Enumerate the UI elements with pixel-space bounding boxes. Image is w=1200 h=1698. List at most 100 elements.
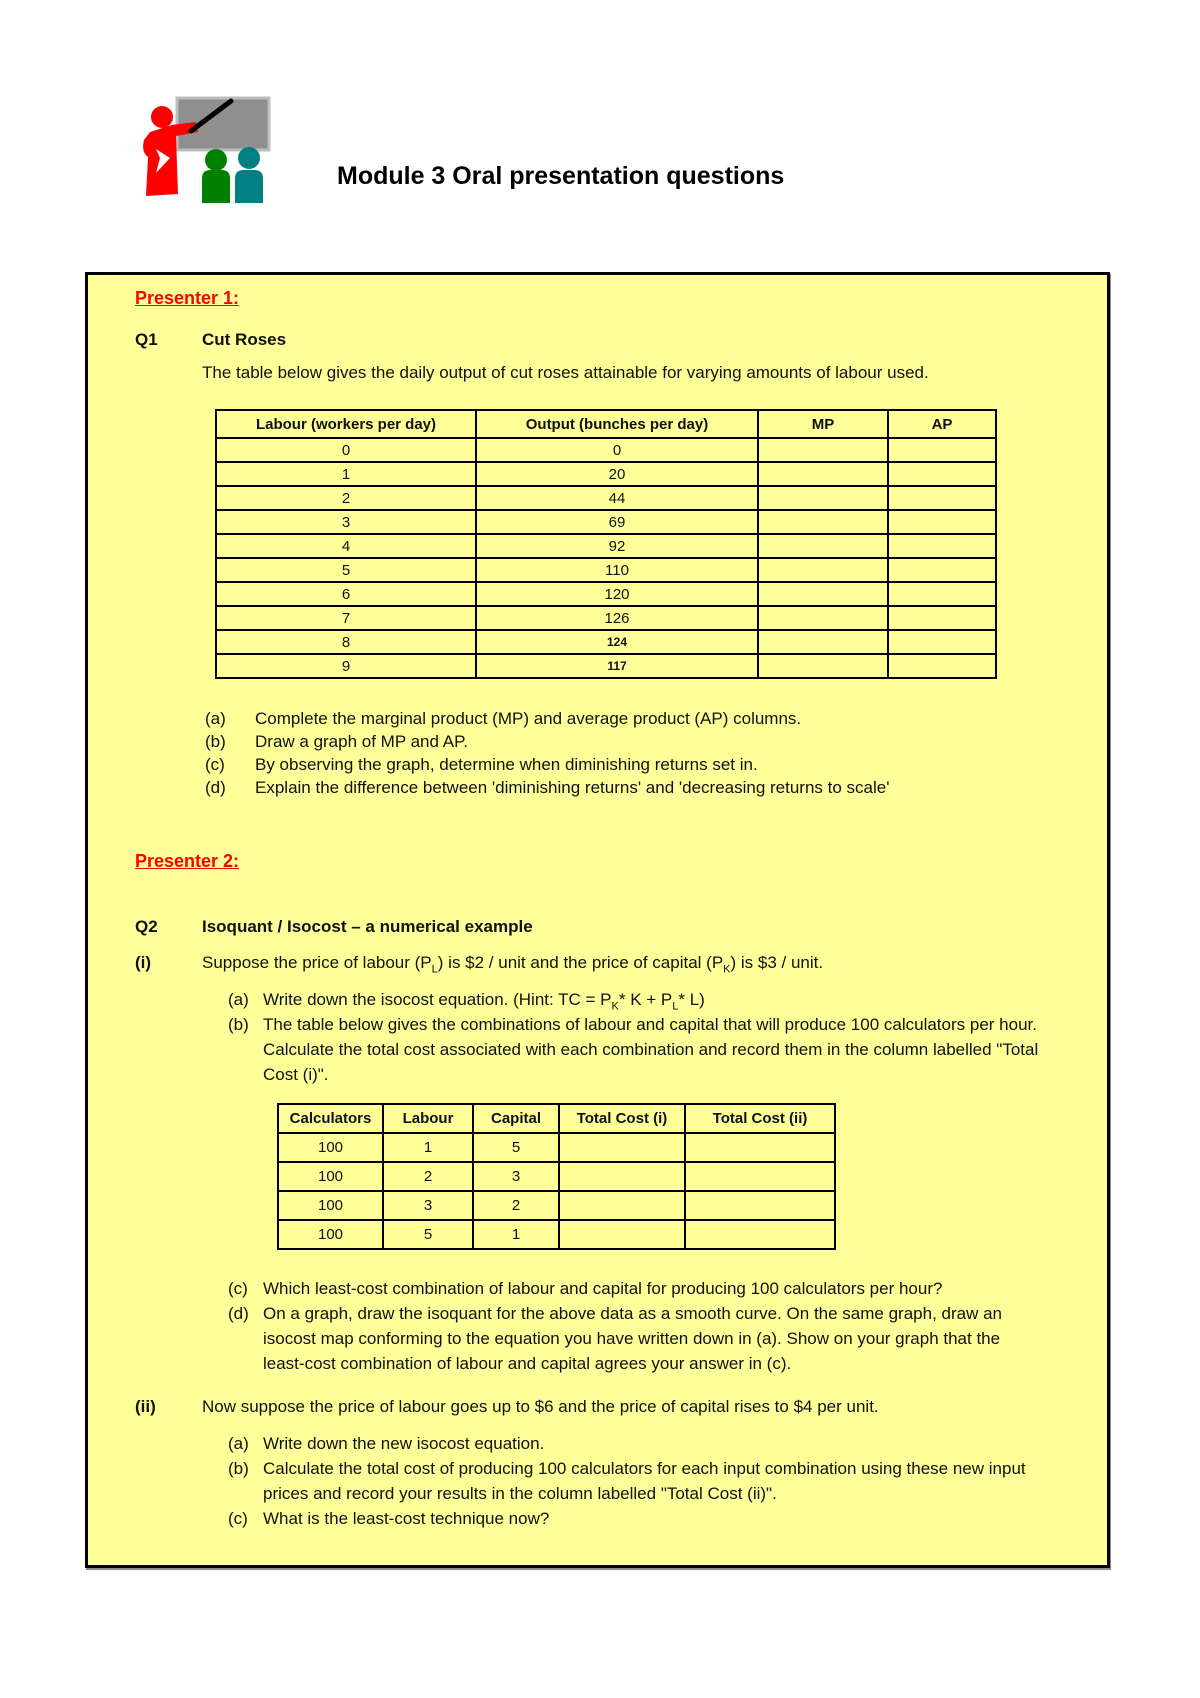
part-i-text: Suppose the price of labour (PL) is $2 /… xyxy=(202,950,823,975)
table-cell xyxy=(757,485,889,511)
table-cell xyxy=(757,557,889,583)
item-text: Write down the isocost equation. (Hint: … xyxy=(263,987,705,1012)
part-i-items: (a) Write down the isocost equation. (Hi… xyxy=(228,987,1077,1087)
table-cell: 0 xyxy=(475,437,759,463)
table-cell: 9 xyxy=(215,653,477,679)
column-header-total-cost-ii: Total Cost (ii) xyxy=(684,1103,836,1134)
subscript-K: K xyxy=(723,963,731,976)
table-row: 7 126 xyxy=(215,605,997,631)
item-text: On a graph, draw the isoquant for the ab… xyxy=(263,1304,1002,1373)
item-label: (a) xyxy=(205,709,226,728)
table-cell: 5 xyxy=(382,1219,474,1250)
table-cell: 2 xyxy=(215,485,477,511)
question2-title: Isoquant / Isocost – a numerical example xyxy=(202,917,533,936)
subscript-K: K xyxy=(611,1000,619,1013)
text-segment: Write down the isocost equation. (Hint: … xyxy=(263,990,612,1009)
part-ii-label: (ii) xyxy=(135,1397,156,1416)
part-i-items-after-table: (c) Which least-cost combination of labou… xyxy=(228,1276,1077,1376)
column-header-mp: MP xyxy=(757,409,889,439)
item-label: (b) xyxy=(228,1459,249,1478)
teacher-body-notch xyxy=(156,149,170,173)
table-cell: 1 xyxy=(215,461,477,487)
table-cell: 6 xyxy=(215,581,477,607)
item-text: Calculate the total cost of producing 10… xyxy=(263,1459,1026,1503)
item-text: Write down the new isocost equation. xyxy=(263,1434,545,1453)
table-row: 100 2 3 xyxy=(277,1161,836,1192)
table-cell: 3 xyxy=(382,1190,474,1221)
item-label: (d) xyxy=(205,778,226,797)
list-item: (b) The table below gives the combinatio… xyxy=(228,1012,1077,1087)
student-teal-body-shape xyxy=(235,170,263,203)
student-teal-head-shape xyxy=(238,147,260,169)
table-cell: 117 xyxy=(475,653,759,679)
teacher-head-shape xyxy=(151,106,173,128)
item-label: (d) xyxy=(228,1304,249,1323)
table-cell: 20 xyxy=(475,461,759,487)
table-cell xyxy=(887,533,997,559)
question1-items: (a) Complete the marginal product (MP) an… xyxy=(205,707,1077,799)
list-item: (a) Write down the isocost equation. (Hi… xyxy=(228,987,1077,1012)
table-cell: 100 xyxy=(277,1190,384,1221)
table-cell xyxy=(887,653,997,679)
table-cell: 8 xyxy=(215,629,477,655)
table-cell: 124 xyxy=(475,629,759,655)
table-row: 1 20 xyxy=(215,461,997,487)
item-text: Explain the difference between 'diminish… xyxy=(255,778,890,797)
table-cell: 5 xyxy=(215,557,477,583)
table-cell xyxy=(887,437,997,463)
table-cell xyxy=(558,1132,686,1163)
cut-roses-table: Labour (workers per day) Output (bunches… xyxy=(215,409,997,679)
table-cell xyxy=(887,485,997,511)
text-segment: ) is $3 / unit. xyxy=(730,953,824,972)
list-item: (b) Draw a graph of MP and AP. xyxy=(205,730,1077,753)
table-cell xyxy=(757,605,889,631)
part-ii-row: (ii) Now suppose the price of labour goe… xyxy=(135,1394,1077,1419)
table-cell: 69 xyxy=(475,509,759,535)
table-cell xyxy=(757,509,889,535)
table-header-row: Calculators Labour Capital Total Cost (i… xyxy=(277,1103,836,1134)
table-row: 9 117 xyxy=(215,653,997,679)
table-cell: 0 xyxy=(215,437,477,463)
table-cell xyxy=(558,1219,686,1250)
questions-panel: Presenter 1: Q1 Cut Roses The table belo… xyxy=(85,272,1110,1568)
item-label: (a) xyxy=(228,990,249,1009)
table-cell xyxy=(757,581,889,607)
table-cell xyxy=(684,1190,836,1221)
table-cell: 110 xyxy=(475,557,759,583)
table-cell: 120 xyxy=(475,581,759,607)
table-cell: 100 xyxy=(277,1219,384,1250)
calculators-table: Calculators Labour Capital Total Cost (i… xyxy=(277,1103,836,1250)
table-cell: 3 xyxy=(215,509,477,535)
table-cell: 44 xyxy=(475,485,759,511)
table-cell xyxy=(887,629,997,655)
item-text: The table below gives the combinations o… xyxy=(263,1015,1039,1084)
list-item: (a) Complete the marginal product (MP) an… xyxy=(205,707,1077,730)
table-cell xyxy=(684,1132,836,1163)
list-item: (b) Calculate the total cost of producing… xyxy=(228,1456,1077,1506)
table-cell xyxy=(558,1161,686,1192)
table-cell: 4 xyxy=(215,533,477,559)
item-text: What is the least-cost technique now? xyxy=(263,1509,550,1528)
column-header-capital: Capital xyxy=(472,1103,560,1134)
table-cell xyxy=(887,557,997,583)
text-segment: ) is $2 / unit and the price of capital … xyxy=(437,953,724,972)
page-title: Module 3 Oral presentation questions xyxy=(337,162,785,190)
table-cell xyxy=(757,653,889,679)
table-cell: 100 xyxy=(277,1132,384,1163)
student-green-body-shape xyxy=(202,170,230,203)
item-label: (b) xyxy=(228,1015,249,1034)
table-cell xyxy=(887,509,997,535)
text-segment: * L) xyxy=(678,990,705,1009)
presenter2-heading: Presenter 2: xyxy=(135,851,240,871)
table-cell xyxy=(558,1190,686,1221)
column-header-calculators: Calculators xyxy=(277,1103,384,1134)
item-text: By observing the graph, determine when d… xyxy=(255,755,758,774)
table-cell: 126 xyxy=(475,605,759,631)
table-cell: 5 xyxy=(472,1132,560,1163)
table-row: 100 1 5 xyxy=(277,1132,836,1163)
question1-heading-row: Q1 Cut Roses xyxy=(135,330,1077,350)
text-segment: * K + P xyxy=(618,990,673,1009)
table-cell: 7 xyxy=(215,605,477,631)
list-item: (c) By observing the graph, determine whe… xyxy=(205,753,1077,776)
